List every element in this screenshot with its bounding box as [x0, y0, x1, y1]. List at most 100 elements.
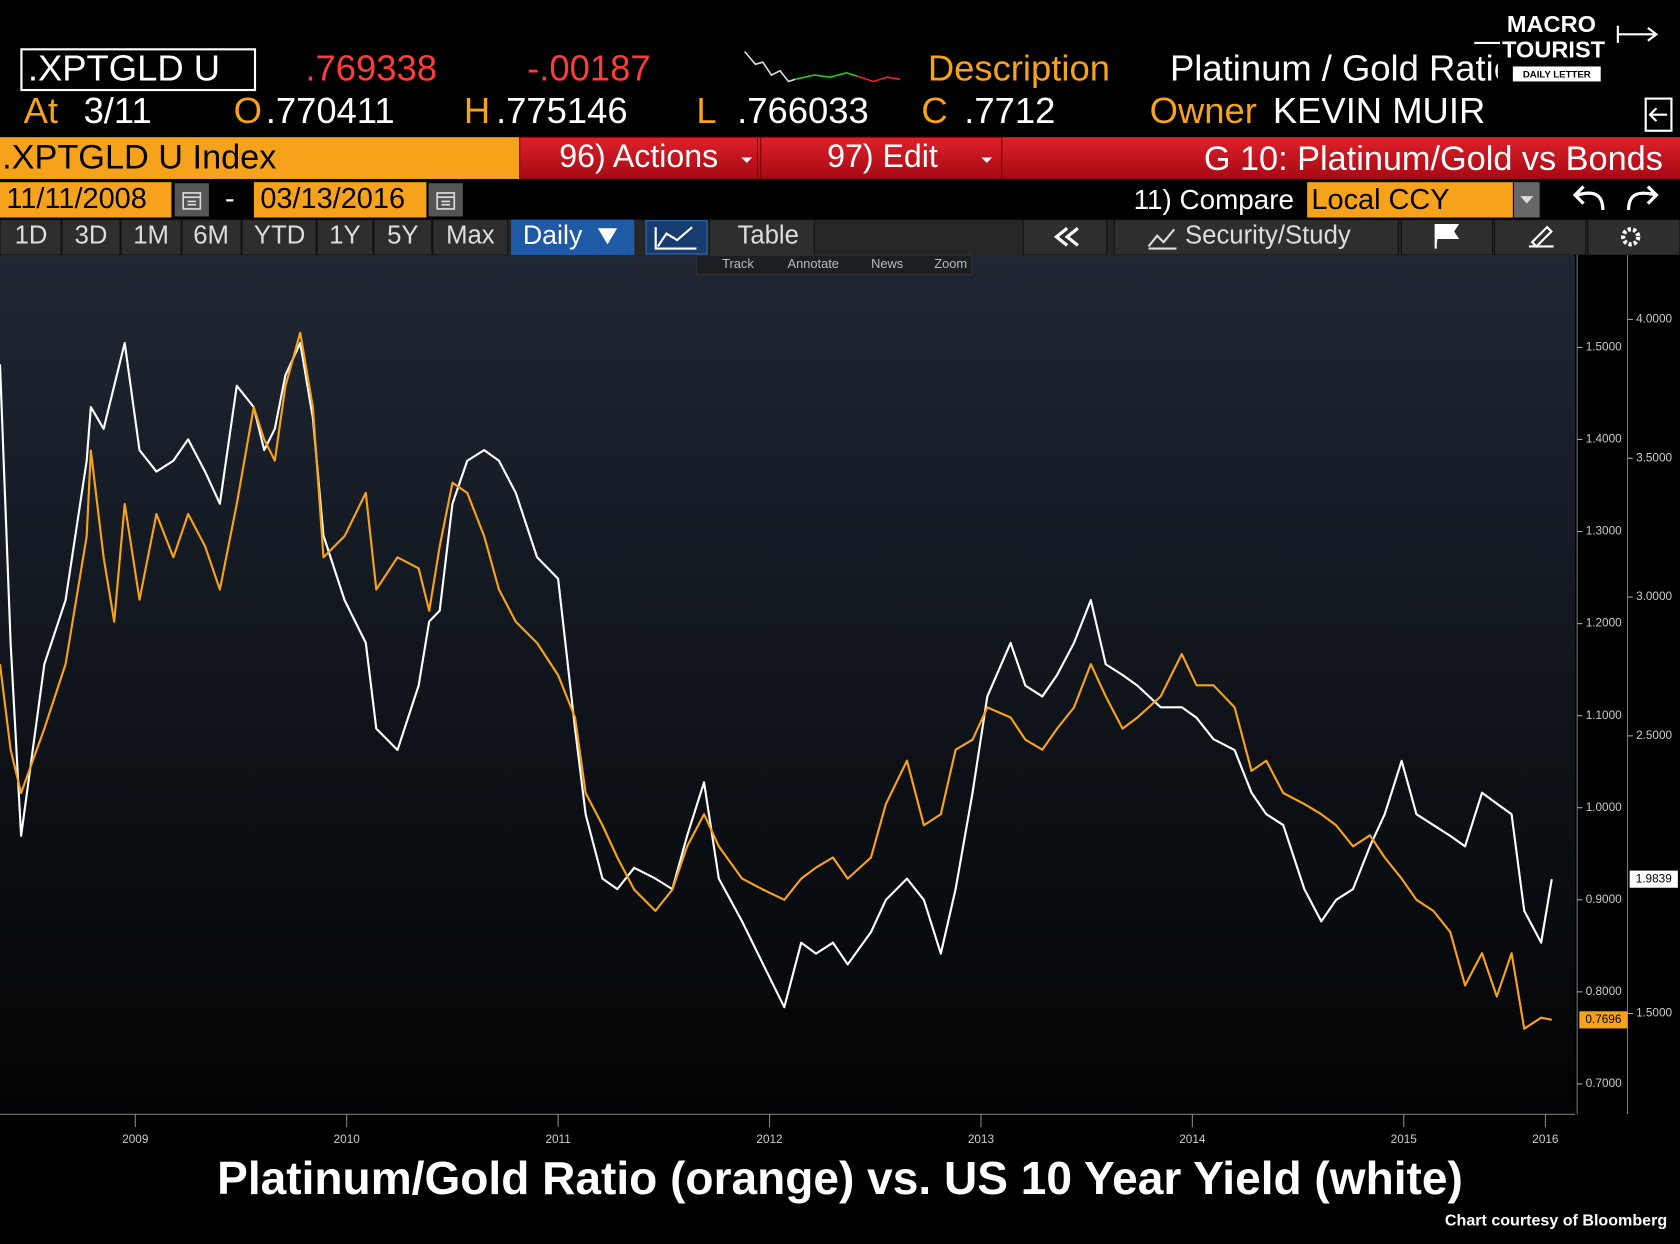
- table-button[interactable]: [708, 219, 815, 256]
- y-tick-label: 1.4000: [1586, 433, 1622, 446]
- icon: [1053, 226, 1079, 247]
- y-tick-label: 1.0000: [1586, 801, 1622, 814]
- y-tick-label: 0.9000: [1586, 893, 1622, 906]
- currency-field[interactable]: [1307, 182, 1513, 218]
- calendar-button[interactable]: [428, 183, 463, 217]
- y2-tick-label: 3.5000: [1636, 451, 1672, 464]
- x-tick-label: 2016: [1532, 1133, 1559, 1146]
- table: Table: [737, 222, 798, 250]
- end-date-field[interactable]: [253, 182, 427, 218]
- tool[interactable]: Zoom: [934, 256, 967, 271]
- security: .XPTGLD U Index: [2, 139, 276, 177]
- range-button[interactable]: [0, 219, 62, 256]
- chart-name: G 10: Platinum/Gold vs Bonds: [1204, 140, 1663, 178]
- icon: [1434, 223, 1460, 249]
- icon: [436, 192, 456, 210]
- dropdown-icon: [981, 157, 993, 163]
- range-button[interactable]: [120, 219, 182, 256]
- range-button[interactable]: [316, 219, 374, 256]
- start-date-field[interactable]: [0, 182, 172, 218]
- range: YTD: [254, 222, 305, 250]
- undo-icon[interactable]: [1572, 185, 1605, 211]
- y2-tick-label: 1.5000: [1636, 1007, 1672, 1020]
- y-tick-label: 1.5000: [1586, 341, 1622, 354]
- tool[interactable]: Track: [722, 256, 754, 271]
- price-change: -.00187: [527, 47, 650, 88]
- end-date: 03/13/2016: [260, 183, 405, 215]
- chart: 2009 2010 2011 2012 2013 2014 2015 2016 0.7000 0.…: [0, 312, 1673, 1146]
- at-label: At: [24, 90, 58, 131]
- series-line: [0, 331, 1552, 1030]
- owner: KEVIN MUIR: [1273, 90, 1485, 131]
- x-tick-label: 2011: [545, 1133, 570, 1146]
- high: .775146: [496, 90, 628, 131]
- open: .770411: [266, 90, 395, 131]
- x-tick-label: 2014: [1179, 1133, 1206, 1146]
- logo-text: DAILY LETTER: [1523, 70, 1591, 81]
- redo-icon[interactable]: [1626, 185, 1659, 211]
- sparkline: [794, 72, 858, 81]
- logo-text: TOURIST: [1502, 37, 1606, 63]
- date-dash: -: [225, 183, 235, 215]
- range: Max: [446, 222, 495, 250]
- tools-bar: [695, 254, 973, 275]
- edit-button[interactable]: [1494, 219, 1587, 256]
- actions: 96) Actions: [559, 138, 718, 174]
- range: 1Y: [329, 222, 360, 250]
- x-tick-label: 2009: [122, 1133, 148, 1146]
- logo: MACRO TOURIST DAILY LETTER: [1474, 8, 1659, 91]
- dropdown-icon: [597, 228, 618, 245]
- chart-tools: Track Annotate News Zoom: [695, 254, 973, 275]
- currency: Local CCY: [1311, 184, 1449, 216]
- ticker: .XPTGLD U: [28, 47, 220, 88]
- sparkline: [856, 75, 901, 83]
- low-label: L: [696, 90, 716, 131]
- current-value-label: 1.9839: [1636, 872, 1672, 885]
- range: 3D: [75, 222, 108, 250]
- actions-button[interactable]: [519, 136, 759, 180]
- y2-tick-label: 2.5000: [1636, 729, 1672, 742]
- icon: [654, 226, 697, 250]
- low: .766033: [737, 90, 869, 131]
- description-label: Description: [928, 47, 1110, 88]
- x-tick-label: 2010: [334, 1133, 361, 1146]
- icon: [182, 192, 202, 210]
- collapse-button[interactable]: [1022, 219, 1108, 256]
- ticker-box[interactable]: [20, 48, 257, 92]
- caption: Platinum/Gold Ratio (orange) vs. US 10 Y…: [217, 1152, 1463, 1204]
- x-tick-label: 2012: [756, 1133, 782, 1146]
- icon: [1648, 107, 1668, 122]
- security-bar[interactable]: [0, 137, 520, 179]
- last-price: .769338: [305, 47, 437, 88]
- edit-button[interactable]: [760, 136, 1003, 180]
- y2-tick-label: 4.0000: [1636, 312, 1672, 325]
- series-line: [0, 341, 1553, 1009]
- icon: [1621, 227, 1641, 247]
- settings-button[interactable]: [1587, 219, 1680, 256]
- y-tick-label: 0.8000: [1586, 985, 1622, 998]
- y-tick-label: 1.2000: [1586, 617, 1622, 630]
- logo-arrow: [1474, 25, 1659, 44]
- tool[interactable]: News: [871, 256, 903, 271]
- compare[interactable]: 11) Compare: [1134, 184, 1294, 215]
- range-button[interactable]: [432, 219, 509, 256]
- tool[interactable]: Annotate: [788, 256, 839, 271]
- calendar-button[interactable]: [174, 183, 209, 217]
- logo-badge: [1512, 66, 1601, 82]
- y-tick-label: 1.1000: [1586, 709, 1622, 722]
- range-button[interactable]: [61, 219, 121, 256]
- exit-icon[interactable]: [1644, 97, 1673, 132]
- security-study: Security/Study: [1185, 222, 1351, 250]
- y-tick-label: 0.7000: [1586, 1077, 1622, 1090]
- description: Platinum / Gold Ratio: [1170, 47, 1514, 88]
- icon: [1147, 228, 1177, 250]
- sparkline: [744, 50, 796, 83]
- x-tick-label: 2015: [1391, 1133, 1418, 1146]
- edit: 97) Edit: [827, 138, 938, 174]
- frequency-button[interactable]: [511, 219, 635, 256]
- date: 3/11: [84, 90, 152, 131]
- x-tick-label: 2013: [968, 1133, 995, 1146]
- frequency: Daily: [523, 220, 583, 250]
- owner-label: Owner: [1150, 90, 1257, 131]
- open-label: O: [234, 90, 262, 131]
